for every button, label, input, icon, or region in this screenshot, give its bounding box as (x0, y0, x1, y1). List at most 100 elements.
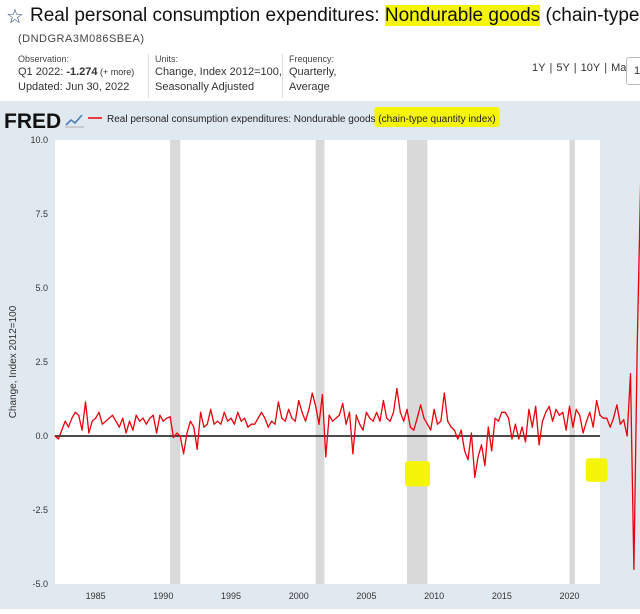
data-point (301, 411, 303, 413)
data-point (325, 456, 327, 458)
y-axis: 10.0 7.5 5.0 2.5 0.0 -2.5 -5.0 (30, 135, 48, 589)
data-point (609, 426, 611, 428)
data-point (403, 420, 405, 422)
data-point (203, 426, 205, 428)
annotation-highlight (585, 458, 608, 482)
y-tick-label: 5.0 (35, 283, 48, 293)
data-point (162, 420, 164, 422)
meta-divider (282, 54, 283, 98)
y-tick-label: -5.0 (32, 579, 48, 589)
data-point (128, 420, 131, 422)
data-point (585, 420, 588, 422)
data-point (453, 429, 456, 431)
data-point (352, 453, 354, 455)
legend-highlight: (chain-type quantity index) (378, 114, 495, 125)
data-point (260, 411, 263, 413)
data-point (619, 423, 621, 425)
data-point (548, 405, 550, 407)
data-point (108, 417, 110, 419)
data-point (274, 423, 276, 425)
data-point (602, 417, 604, 419)
data-point (545, 411, 547, 413)
data-point (541, 420, 544, 422)
fred-logo-icon (65, 114, 83, 126)
data-point (139, 420, 141, 422)
data-point (132, 429, 134, 431)
data-point (477, 456, 479, 458)
meta-divider (148, 54, 149, 98)
title-row: ☆ Real personal consumption expenditures… (0, 0, 640, 32)
data-point (345, 423, 347, 425)
units-value-1: Change, Index 2012=100, (155, 66, 282, 78)
legend-prefix: Real personal consumption expenditures: … (107, 114, 378, 125)
data-point (423, 417, 425, 419)
data-point (616, 404, 618, 406)
observation-period: Q1 2022: (18, 66, 67, 78)
data-point (355, 414, 357, 416)
data-point (335, 417, 337, 419)
observation-value: -1.274 (66, 66, 98, 78)
data-point (629, 373, 632, 375)
data-point (484, 465, 486, 467)
data-point (193, 426, 195, 428)
data-point (78, 414, 80, 416)
range-separator: | (549, 62, 553, 74)
data-point (101, 423, 103, 425)
data-point (535, 405, 537, 407)
x-tick-label: 1990 (153, 591, 173, 601)
data-point (142, 417, 144, 419)
data-point (369, 417, 371, 419)
data-point (447, 420, 449, 422)
data-point (281, 417, 283, 419)
data-point (166, 417, 168, 419)
data-point (199, 411, 202, 413)
data-point (396, 388, 398, 390)
frequency-value-2: Average (289, 81, 330, 93)
data-point (220, 423, 222, 425)
data-point (623, 419, 625, 421)
star-icon[interactable]: ☆ (6, 6, 24, 28)
data-point (304, 420, 307, 422)
units-block: Units: Change, Index 2012=100, Seasonall… (155, 54, 282, 95)
data-point (61, 429, 63, 431)
y-tick-label: -2.5 (32, 505, 48, 515)
x-tick-label: 1995 (221, 591, 241, 601)
data-point (467, 459, 469, 461)
fred-logo: FRED (4, 110, 84, 133)
data-point (277, 401, 280, 403)
data-point (71, 417, 73, 419)
data-point (321, 393, 324, 396)
x-tick-label: 2010 (424, 591, 444, 601)
data-point (419, 404, 422, 406)
data-point (386, 417, 388, 419)
range-10y-button[interactable]: 10Y (580, 62, 601, 74)
page-title: Real personal consumption expenditures: … (30, 5, 640, 27)
data-point (416, 417, 418, 419)
data-point (413, 429, 415, 431)
range-5y-button[interactable]: 5Y (556, 62, 570, 74)
range-start-input[interactable]: 1 (626, 57, 640, 85)
data-point (508, 417, 510, 419)
data-point (589, 411, 591, 413)
recession-band (315, 140, 325, 584)
data-series (54, 184, 640, 570)
plot-area (55, 140, 600, 584)
data-point (240, 420, 242, 422)
x-tick-label: 2000 (289, 591, 309, 601)
data-point (328, 414, 330, 416)
data-point (504, 411, 506, 413)
units-label: Units: (155, 54, 179, 64)
data-point (440, 420, 442, 422)
data-point (169, 416, 171, 418)
data-point (348, 411, 351, 413)
observation-more-link[interactable]: (+ more) (97, 67, 135, 77)
range-1y-button[interactable]: 1Y (532, 62, 546, 74)
data-point (267, 426, 269, 428)
date-range-selector: 1Y | 5Y | 10Y | Max (530, 62, 634, 74)
data-point (501, 411, 503, 413)
data-point (596, 399, 598, 402)
data-point (122, 417, 124, 419)
data-point (88, 432, 90, 434)
data-point (264, 417, 266, 419)
data-point (433, 408, 435, 410)
